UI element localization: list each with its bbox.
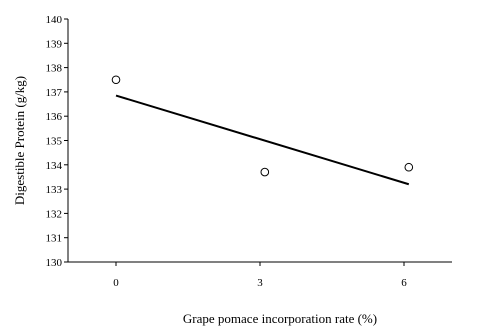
y-tick-label: 132	[46, 208, 63, 220]
plot-area	[111, 75, 414, 186]
data-point	[404, 162, 414, 172]
y-tick-label: 135	[46, 136, 63, 148]
data-point	[260, 167, 270, 177]
y-tick-label: 133	[46, 184, 63, 196]
y-axis: 130 131 132 133 134 135 136 137 138 139 140	[46, 14, 69, 269]
x-tick-label: 0	[113, 277, 119, 289]
y-tick-label: 140	[46, 14, 63, 26]
y-axis-title: Digestible Protein (g/kg)	[12, 76, 27, 205]
y-tick-label: 138	[46, 63, 63, 75]
data-point	[111, 75, 121, 85]
x-axis: 0 3 6	[68, 261, 452, 289]
x-axis-title: Grape pomace incorporation rate (%)	[183, 311, 377, 326]
y-tick-label: 134	[46, 160, 63, 172]
y-tick-label: 130	[46, 257, 63, 269]
y-tick-label: 139	[46, 38, 63, 50]
y-tick-label: 131	[46, 233, 63, 245]
y-tick-label: 136	[46, 111, 63, 123]
y-tick-label: 137	[46, 87, 63, 99]
trendline	[115, 94, 410, 186]
x-tick-label: 6	[401, 277, 407, 289]
x-tick-label: 3	[257, 277, 263, 289]
